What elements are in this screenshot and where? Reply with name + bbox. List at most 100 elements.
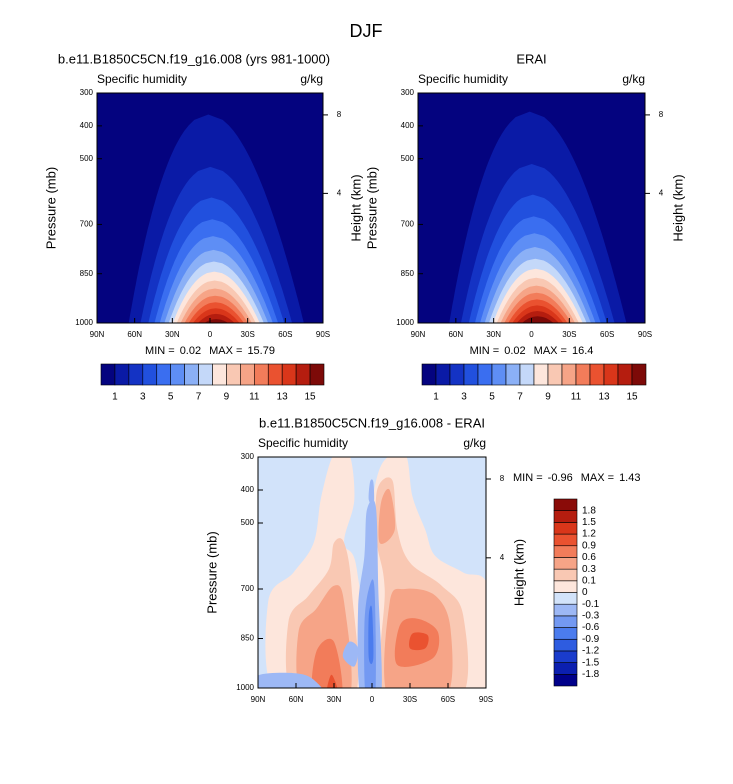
colorbar-box	[254, 363, 269, 386]
colorbar-box	[553, 522, 578, 535]
y-tick-label: 1000	[396, 318, 414, 327]
y2-tick-label: 8	[500, 474, 505, 483]
y-tick-label: 400	[241, 485, 255, 494]
y2-tick-label: 8	[659, 110, 664, 119]
colorbar-box	[553, 580, 578, 593]
colorbar-label: 11	[249, 392, 260, 403]
max-label: MAX =	[534, 345, 567, 357]
y2-tick-label: 4	[337, 188, 342, 197]
x-tick-label: 30S	[562, 330, 576, 339]
x-tick-label: 90S	[479, 695, 493, 704]
colorbar-label: -0.9	[582, 634, 600, 645]
colorbar-label: 1.8	[582, 505, 596, 516]
y-tick-label: 300	[241, 452, 255, 461]
min-label: MIN =	[470, 345, 500, 357]
colorbar-box	[553, 603, 578, 617]
colorbar-box	[491, 363, 507, 386]
colorbar-label: 0.9	[582, 540, 596, 551]
colorbar-label: 0.3	[582, 564, 596, 575]
y-tick-label: 700	[401, 220, 415, 229]
colorbar-label: 13	[277, 392, 289, 403]
colorbar-box	[505, 363, 521, 386]
colorbar-box	[128, 363, 144, 386]
colorbar-box	[519, 363, 535, 386]
x-tick-label: 90N	[251, 695, 266, 704]
x-tick-label: 60S	[441, 695, 455, 704]
colorbar-box	[553, 557, 578, 570]
colorbar-box	[463, 363, 479, 386]
y-tick-label: 850	[80, 269, 94, 278]
contour-field	[418, 93, 645, 323]
colorbar-box	[449, 363, 465, 386]
colorbar-box	[553, 533, 578, 547]
x-tick-label: 90N	[90, 330, 105, 339]
x-tick-label: 60N	[127, 330, 142, 339]
panel-units: g/kg	[622, 72, 645, 86]
colorbar-label: 1.2	[582, 529, 596, 540]
panel-title: b.e11.B1850C5CN.f19_g16.008 - ERAI	[259, 415, 485, 430]
min-max: MIN = 0.02 MAX = 15.79	[145, 345, 275, 357]
y2-tick-label: 4	[659, 188, 664, 197]
colorbar-label: -0.3	[582, 611, 600, 622]
y2-axis-label: Height (km)	[670, 174, 685, 241]
colorbar-box	[477, 363, 493, 386]
y-tick-label: 400	[401, 121, 415, 130]
contour-band	[521, 316, 554, 323]
colorbar-label: 7	[196, 392, 202, 403]
min-max: MIN = -0.96 MAX = 1.43	[513, 472, 640, 484]
panel-subtitle: Specific humidity	[258, 436, 348, 450]
y-axis-label: Pressure (mb)	[204, 531, 219, 613]
max-value: 16.4	[572, 345, 593, 357]
y-tick-label: 700	[241, 584, 255, 593]
colorbar-label: -0.6	[582, 622, 600, 633]
y-tick-label: 500	[401, 154, 415, 163]
colorbar-box	[631, 363, 647, 386]
x-tick-label: 30N	[486, 330, 501, 339]
colorbar-label: -1.5	[582, 657, 600, 668]
colorbar-box	[553, 510, 578, 523]
colorbar-box	[114, 363, 130, 386]
colorbar-label: 3	[140, 392, 146, 403]
colorbar-box	[421, 363, 437, 386]
colorbar-box	[553, 592, 578, 605]
panel-subtitle: Specific humidity	[97, 72, 187, 86]
max-label: MAX =	[209, 345, 242, 357]
contour-band	[378, 488, 396, 544]
colorbar-box	[553, 545, 578, 558]
colorbar-label: 1	[112, 392, 118, 403]
colorbar-box	[553, 662, 578, 675]
colorbar-box	[435, 363, 451, 386]
x-tick-label: 0	[370, 695, 375, 704]
colorbar-box	[295, 363, 311, 386]
colorbar-label: 0.6	[582, 552, 596, 563]
x-tick-label: 30S	[403, 695, 417, 704]
max-label: MAX =	[581, 472, 614, 484]
x-tick-label: 60S	[278, 330, 292, 339]
x-tick-label: 60N	[448, 330, 463, 339]
colorbar-label: 5	[489, 392, 495, 403]
y-tick-label: 1000	[236, 683, 254, 692]
y-tick-label: 850	[241, 634, 255, 643]
min-value: 0.02	[504, 345, 525, 357]
colorbar-label: 15	[626, 392, 638, 403]
min-value: -0.96	[548, 472, 573, 484]
y-tick-label: 850	[401, 269, 415, 278]
colorbar-box	[184, 363, 199, 386]
contour-field	[258, 457, 486, 688]
y2-axis-label: Height (km)	[348, 174, 363, 241]
contour-band	[342, 641, 359, 667]
colorbar-label: 1.5	[582, 517, 596, 528]
contour-band	[409, 632, 429, 651]
colorbar-label: -1.8	[582, 669, 600, 680]
colorbar-label: 1	[433, 392, 439, 403]
colorbar-box	[553, 568, 578, 582]
colorbar-box	[142, 363, 158, 386]
x-tick-label: 90S	[638, 330, 652, 339]
min-label: MIN =	[513, 472, 543, 484]
colorbar-label: 9	[224, 392, 230, 403]
colorbar-label: 0	[582, 587, 588, 598]
colorbar-box	[561, 363, 577, 386]
y-tick-label: 500	[80, 154, 94, 163]
x-tick-label: 90N	[411, 330, 426, 339]
